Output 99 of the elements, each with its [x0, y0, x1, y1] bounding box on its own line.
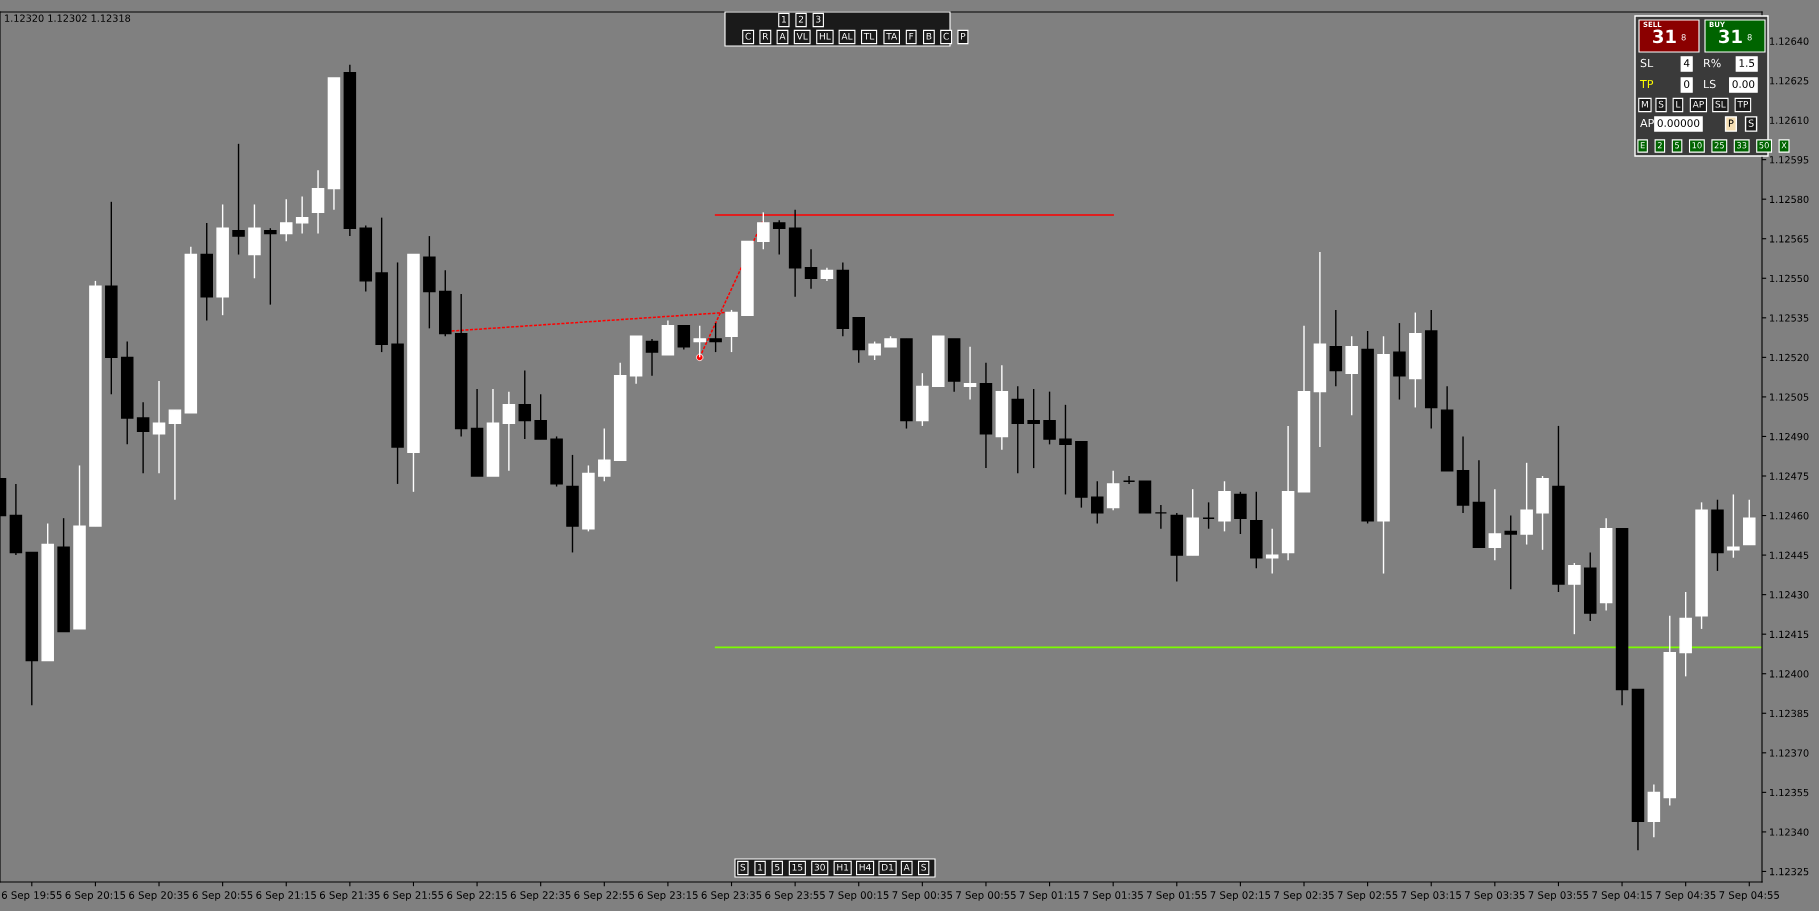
text: S 1 5 15 30 H1 H4 D1 A S	[740, 863, 927, 871]
candlestick	[1568, 562, 1581, 635]
x-tick-label: 6 Sep 23:15	[638, 891, 698, 901]
y-tick-label: 1.12400	[1770, 670, 1809, 678]
text: AP 0.00000 P S	[1640, 118, 1754, 128]
candlestick	[709, 322, 722, 353]
y-tick-label: 1.12385	[1770, 709, 1809, 718]
candlestick	[1043, 390, 1056, 446]
text: 1 2 3	[781, 15, 821, 23]
x-tick-label: 6 Sep 20:55	[192, 891, 253, 901]
candlestick	[868, 340, 881, 361]
candlestick	[1011, 385, 1025, 475]
candlestick	[725, 309, 738, 353]
candlestick	[598, 427, 611, 482]
candlestick	[1393, 322, 1406, 401]
x-tick-label: 7 Sep 02:35	[1274, 891, 1334, 901]
candlestick	[168, 409, 182, 501]
x-tick-label: 6 Sep 20:35	[129, 891, 189, 901]
y-tick-label: 1.12430	[1770, 591, 1809, 599]
candlestick	[1202, 501, 1215, 530]
text: E 2 5 10 25 33 50 X	[1640, 142, 1787, 149]
candlestick	[232, 143, 245, 256]
candlestick	[1091, 480, 1104, 525]
y-tick-label: 1.12640	[1770, 37, 1809, 45]
candlestick	[136, 401, 150, 475]
x-tick-label: 7 Sep 00:55	[956, 891, 1016, 901]
candlestick	[1059, 404, 1072, 496]
candlestick	[1027, 388, 1040, 469]
x-tick-label: 7 Sep 03:15	[1401, 891, 1461, 901]
candlestick	[1488, 488, 1502, 562]
candlestick	[963, 346, 977, 401]
x-tick-label: 6 Sep 19:55	[1, 891, 62, 901]
x-tick-label: 7 Sep 04:15	[1592, 891, 1652, 901]
x-tick-label: 6 Sep 21:55	[383, 891, 444, 901]
x-tick-label: 7 Sep 01:35	[1083, 891, 1143, 901]
y-tick-label: 1.12325	[1770, 867, 1809, 876]
x-tick-label: 7 Sep 03:55	[1528, 891, 1589, 901]
x-tick-label: 6 Sep 21:35	[319, 891, 380, 901]
y-tick-label: 1.12535	[1770, 314, 1809, 322]
x-tick-label: 6 Sep 21:15	[256, 891, 316, 901]
y-tick-label: 1.12445	[1770, 551, 1809, 559]
y-tick-label: 1.12520	[1770, 353, 1809, 362]
text: SL 4 R% 1.5	[1640, 58, 1755, 68]
x-tick-label: 7 Sep 04:55	[1719, 891, 1779, 901]
x-tick-label: 7 Sep 03:35	[1465, 891, 1525, 901]
x-tick-label: 7 Sep 00:15	[828, 891, 889, 901]
candlestick	[1154, 504, 1168, 530]
y-tick-label: 1.12580	[1770, 195, 1809, 204]
x-tick-label: 7 Sep 01:15	[1019, 891, 1080, 901]
text: M S L AP SL TP	[1641, 100, 1749, 108]
y-tick-label: 1.12595	[1770, 156, 1809, 164]
y-tick-label: 1.12370	[1770, 749, 1809, 757]
candlestick	[311, 169, 325, 235]
x-tick-label: 7 Sep 01:55	[1147, 891, 1207, 901]
text: C R A VL HL AL TL TA F B C P	[745, 32, 966, 40]
x-tick-label: 6 Sep 22:35	[510, 891, 571, 901]
candlestick	[152, 380, 166, 475]
candlestick	[645, 338, 659, 377]
candlestick	[1727, 493, 1740, 559]
y-tick-label: 1.12475	[1770, 472, 1809, 480]
x-tick-label: 7 Sep 04:35	[1655, 891, 1716, 901]
candlestick	[1520, 462, 1533, 546]
candlestick	[757, 211, 770, 250]
candlestick	[1234, 491, 1247, 535]
x-tick-label: 6 Sep 20:15	[65, 891, 126, 901]
x-tick-label: 6 Sep 23:35	[701, 891, 762, 901]
candlestick	[1265, 528, 1279, 575]
candlestick	[534, 393, 547, 440]
y-tick-label: 1.12550	[1770, 274, 1809, 283]
x-tick-label: 6 Sep 22:15	[447, 891, 507, 901]
x-tick-label: 7 Sep 00:35	[892, 891, 953, 901]
candlestick	[518, 369, 532, 440]
candlestick	[1329, 309, 1343, 388]
y-tick-label: 1.12340	[1770, 828, 1809, 836]
candlestick	[772, 219, 786, 256]
y-tick-label: 1.12460	[1770, 512, 1809, 520]
candlestick	[279, 198, 293, 243]
y-tick-label: 1.12355	[1770, 788, 1809, 797]
candlestick	[295, 195, 309, 235]
candlestick	[1504, 514, 1518, 591]
x-tick-label: 6 Sep 23:55	[765, 891, 825, 901]
y-tick-label: 1.12490	[1770, 432, 1809, 441]
y-tick-label: 1.12505	[1770, 393, 1809, 401]
candlestick	[264, 227, 277, 306]
text: TP 0 LS 0.00	[1639, 79, 1755, 89]
x-tick-label: 6 Sep 22:55	[574, 891, 635, 901]
x-tick-label: 7 Sep 02:15	[1210, 891, 1271, 901]
candlestick	[804, 248, 818, 290]
y-tick-label: 1.12415	[1770, 630, 1809, 639]
y-tick-label: 1.12625	[1770, 77, 1809, 85]
y-tick-label: 1.12565	[1770, 235, 1809, 243]
candlestick	[677, 325, 691, 351]
x-tick-label: 7 Sep 02:55	[1337, 891, 1398, 901]
candlestick	[693, 325, 706, 359]
candlestick	[1122, 475, 1136, 485]
candlestick	[502, 390, 516, 472]
annotation: 1.12320 1.12302 1.12318	[5, 14, 131, 22]
y-tick-label: 1.12610	[1770, 116, 1809, 124]
candlestick	[1106, 470, 1120, 511]
